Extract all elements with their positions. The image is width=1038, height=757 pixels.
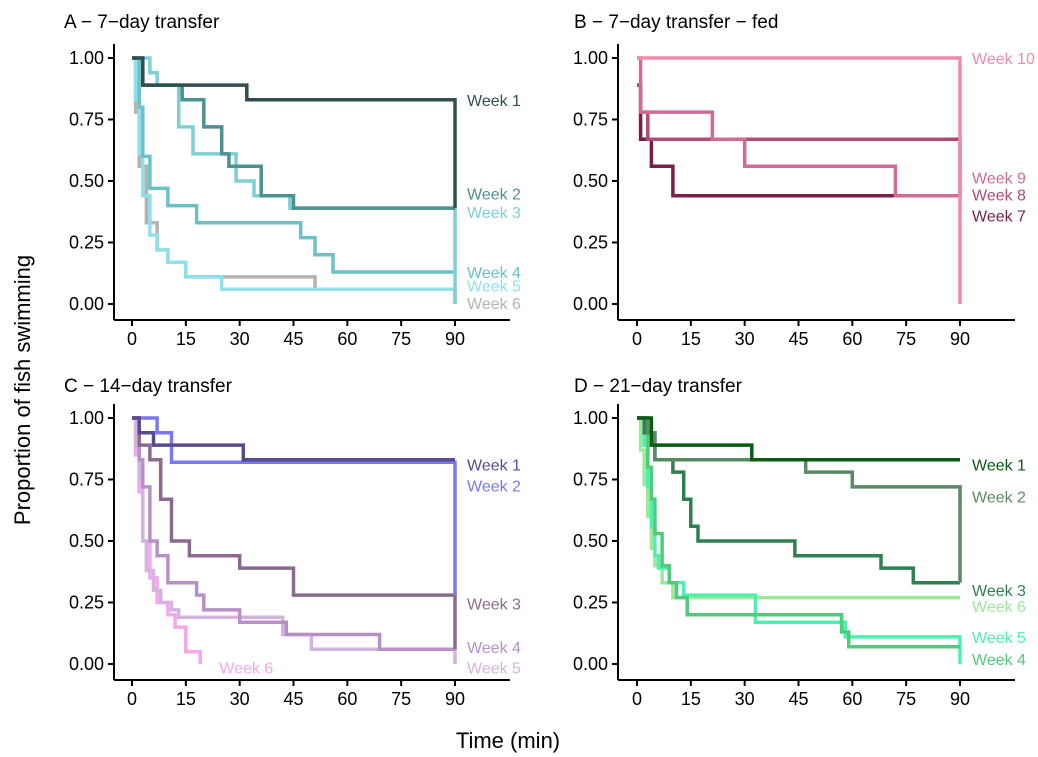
series-line-week-8 [637, 83, 962, 196]
x-tick-label: 45 [283, 689, 303, 709]
panel-title: D − 21−day transfer [574, 376, 743, 397]
series-label-week-2: Week 2 [467, 186, 521, 203]
panel-title: A − 7−day transfer [64, 12, 220, 33]
panel-title: C − 14−day transfer [64, 376, 233, 397]
x-tick-label: 75 [896, 689, 916, 709]
panel-title: B − 7−day transfer − fed [574, 12, 778, 33]
x-tick-label: 90 [445, 329, 465, 349]
y-tick-label: 0.50 [573, 171, 608, 191]
y-tick-label: 0.25 [573, 233, 608, 253]
x-axis-title: Time (min) [456, 728, 560, 753]
panel-c: C − 14−day transfer 0.00 0.25 0.50 0.75 1.00 0… [64, 376, 521, 709]
x-tick-label: 90 [950, 689, 970, 709]
y-tick-label: 0.00 [69, 654, 104, 674]
series-line-week-9 [637, 56, 960, 198]
series-label-week-5: Week 5 [972, 630, 1026, 647]
y-axis-title: Proportion of fish swimming [10, 255, 35, 525]
y-tick-label: 0.00 [69, 294, 104, 314]
y-tick-label: 0.25 [573, 593, 608, 613]
series-label-week-3: Week 3 [467, 205, 521, 222]
chart-panels: A − 7−day transfer 0.00 0.25 0.50 0.75 1.00 0 1… [64, 12, 1035, 709]
y-tick-label: 0.00 [573, 654, 608, 674]
series-label-week-1: Week 1 [972, 458, 1026, 475]
y-tick-label: 0.25 [69, 593, 104, 613]
series-label-week-6: Week 6 [972, 599, 1026, 616]
series-label-week-5: Week 5 [467, 279, 521, 296]
panel-b: B − 7−day transfer − fed 0.00 0.25 0.50 0.75… [573, 12, 1035, 349]
x-tick-label: 15 [681, 689, 701, 709]
x-tick-label: 15 [681, 329, 701, 349]
series-line-week-1 [132, 56, 457, 209]
y-tick-label: 0.50 [573, 531, 608, 551]
series-line-week-6 [637, 416, 960, 600]
x-tick-label: 75 [391, 329, 411, 349]
x-tick-label: 0 [127, 689, 137, 709]
series-line-week-3 [132, 416, 457, 650]
x-tick-label: 0 [632, 689, 642, 709]
x-tick-label: 90 [950, 329, 970, 349]
y-tick-label: 0.75 [69, 470, 104, 490]
x-tick-label: 15 [176, 689, 196, 709]
series-line-week-4 [637, 416, 960, 649]
y-tick-label: 0.25 [69, 233, 104, 253]
series-label-week-4: Week 4 [467, 265, 521, 282]
y-tick-label: 0.75 [573, 110, 608, 130]
series-label-week-1: Week 1 [467, 458, 521, 475]
y-tick-label: 1.00 [69, 408, 104, 428]
x-tick-label: 45 [788, 329, 808, 349]
x-tick-label: 75 [391, 689, 411, 709]
x-tick-label: 0 [127, 329, 137, 349]
series-label-week-2: Week 2 [467, 479, 521, 496]
series-line-week-10 [637, 56, 962, 304]
y-tick-label: 1.00 [573, 408, 608, 428]
series-label-week-4: Week 4 [972, 652, 1026, 669]
x-tick-label: 30 [735, 329, 755, 349]
series-line-week-4 [132, 416, 455, 651]
series-label-week-10: Week 10 [972, 51, 1035, 68]
series-line-week-5 [637, 416, 962, 664]
panel-d: D − 21−day transfer 0.00 0.25 0.50 0.75 1.00 0… [573, 376, 1026, 709]
series-line-week-2 [132, 56, 455, 210]
x-tick-label: 60 [842, 329, 862, 349]
series-label-week-6: Week 6 [467, 296, 521, 313]
series-label-week-3: Week 3 [467, 597, 521, 614]
series-line-week-2 [132, 416, 457, 596]
y-tick-label: 0.00 [573, 294, 608, 314]
series-label-week-6: Week 6 [219, 661, 273, 678]
x-tick-label: 30 [230, 689, 250, 709]
x-tick-label: 45 [283, 329, 303, 349]
series-label-week-3: Week 3 [972, 583, 1026, 600]
y-tick-label: 1.00 [573, 48, 608, 68]
series-label-week-2: Week 2 [972, 490, 1026, 507]
x-tick-label: 30 [230, 329, 250, 349]
series-line-week-3 [637, 416, 960, 585]
x-tick-label: 0 [632, 329, 642, 349]
x-tick-label: 90 [445, 689, 465, 709]
y-tick-label: 0.50 [69, 171, 104, 191]
x-tick-label: 15 [176, 329, 196, 349]
series-label-week-7: Week 7 [972, 208, 1026, 225]
series-label-week-5: Week 5 [467, 661, 521, 678]
series-line-week-4 [132, 56, 455, 274]
y-tick-label: 1.00 [69, 48, 104, 68]
series-label-week-4: Week 4 [467, 640, 521, 657]
panel-a: A − 7−day transfer 0.00 0.25 0.50 0.75 1.00 0 1… [64, 12, 521, 349]
x-tick-label: 60 [842, 689, 862, 709]
y-tick-label: 0.75 [573, 470, 608, 490]
series-line-week-1 [132, 416, 455, 462]
series-line-week-1 [637, 416, 960, 462]
y-tick-label: 0.75 [69, 110, 104, 130]
x-tick-label: 60 [337, 689, 357, 709]
series-label-week-8: Week 8 [972, 188, 1026, 205]
series-label-week-1: Week 1 [467, 93, 521, 110]
series-label-week-9: Week 9 [972, 170, 1026, 187]
y-tick-label: 0.50 [69, 531, 104, 551]
x-tick-label: 75 [896, 329, 916, 349]
x-tick-label: 60 [337, 329, 357, 349]
x-tick-label: 30 [735, 689, 755, 709]
x-tick-label: 45 [788, 689, 808, 709]
